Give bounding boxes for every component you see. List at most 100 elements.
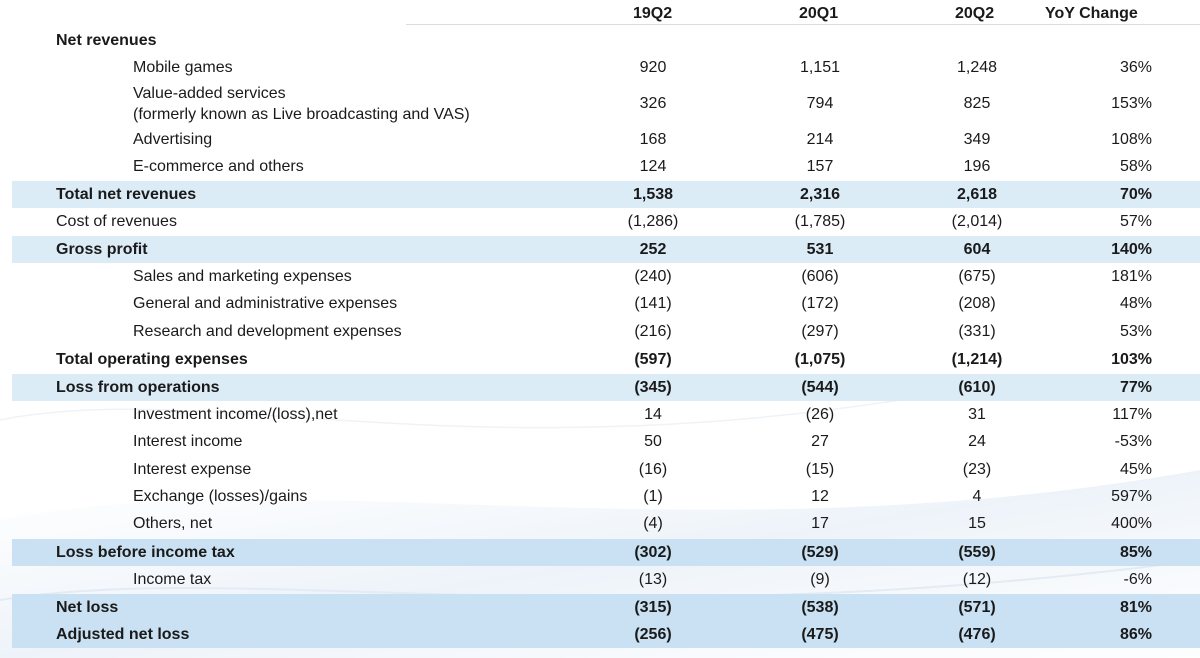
row-label: Advertising bbox=[133, 131, 213, 148]
row-label: Gross profit bbox=[56, 241, 148, 258]
cell-20q2: (1,214) bbox=[951, 351, 1003, 368]
row-label: Income tax bbox=[133, 571, 212, 588]
row-label: Interest income bbox=[133, 433, 243, 450]
cell-19q2: (315) bbox=[634, 599, 672, 616]
row-highlight bbox=[12, 594, 1200, 621]
cell-yoy-change: -53% bbox=[1114, 433, 1152, 450]
cell-19q2: (16) bbox=[638, 461, 668, 478]
row-highlight bbox=[12, 236, 1200, 263]
row-label: Net revenues bbox=[56, 32, 157, 49]
row-label: Loss before income tax bbox=[56, 544, 235, 561]
cell-yoy-change: 400% bbox=[1111, 515, 1152, 532]
cell-20q1: (26) bbox=[805, 406, 835, 423]
cell-19q2: (13) bbox=[638, 571, 668, 588]
cell-yoy-change: 45% bbox=[1119, 461, 1152, 478]
cell-20q2: (571) bbox=[958, 599, 996, 616]
table-row: Investment income/(loss),net 14 (26) 31 117% bbox=[0, 401, 1200, 428]
cell-20q1: 17 bbox=[811, 515, 829, 532]
table-row: Loss from operations (345) (544) (610) 77% bbox=[0, 374, 1200, 401]
row-highlight bbox=[12, 539, 1200, 566]
cell-19q2: 1,538 bbox=[632, 186, 674, 203]
row-label: Interest expense bbox=[133, 461, 252, 478]
table-row: Others, net (4) 17 15 400% bbox=[0, 510, 1200, 537]
row-label: Loss from operations bbox=[56, 379, 220, 396]
cell-yoy-change: 108% bbox=[1111, 131, 1152, 148]
cell-20q2: (559) bbox=[958, 544, 996, 561]
table-row: E-commerce and others 124 157 196 58% bbox=[0, 153, 1200, 180]
cell-19q2: 14 bbox=[644, 406, 662, 423]
cell-20q2: (675) bbox=[958, 268, 996, 285]
cell-yoy-change: 181% bbox=[1111, 268, 1152, 285]
row-label: E-commerce and others bbox=[133, 158, 304, 175]
cell-20q2: (2,014) bbox=[951, 213, 1003, 230]
cell-20q1: (9) bbox=[810, 571, 830, 588]
cell-20q1: (475) bbox=[801, 626, 839, 643]
cell-yoy-change: 57% bbox=[1119, 213, 1152, 230]
cell-yoy-change: 81% bbox=[1119, 599, 1152, 616]
cell-20q1: (297) bbox=[801, 323, 839, 340]
cell-20q2: (23) bbox=[962, 461, 992, 478]
col-header-20q1: 20Q1 bbox=[799, 5, 839, 22]
cell-20q2: 1,248 bbox=[956, 59, 998, 76]
row-highlight bbox=[12, 621, 1200, 648]
cell-20q2: 2,618 bbox=[956, 186, 998, 203]
cell-19q2: 252 bbox=[639, 241, 667, 258]
cell-20q1: 12 bbox=[811, 488, 829, 505]
cell-yoy-change: 86% bbox=[1119, 626, 1152, 643]
cell-19q2: (302) bbox=[634, 544, 672, 561]
cell-20q2: 196 bbox=[963, 158, 991, 175]
cell-20q2: (12) bbox=[962, 571, 992, 588]
cell-yoy-change: 53% bbox=[1119, 323, 1152, 340]
table-row: Mobile games 920 1,151 1,248 36% bbox=[0, 54, 1200, 81]
cell-19q2: (1) bbox=[643, 488, 663, 505]
cell-19q2: (141) bbox=[634, 295, 672, 312]
row-label: Cost of revenues bbox=[56, 213, 177, 230]
cell-19q2: 124 bbox=[639, 158, 667, 175]
cell-19q2: (216) bbox=[634, 323, 672, 340]
table-row: Interest expense (16) (15) (23) 45% bbox=[0, 456, 1200, 483]
row-label: Net loss bbox=[56, 599, 119, 616]
cell-20q1: (1,785) bbox=[794, 213, 846, 230]
cell-20q1: (15) bbox=[805, 461, 835, 478]
row-label: Mobile games bbox=[133, 59, 233, 76]
cell-yoy-change: 77% bbox=[1119, 379, 1152, 396]
cell-yoy-change: 117% bbox=[1112, 406, 1152, 423]
header-rule bbox=[406, 24, 1200, 25]
table-row: Net loss (315) (538) (571) 81% bbox=[0, 594, 1200, 621]
cell-20q1: (1,075) bbox=[794, 351, 846, 368]
cell-19q2: 920 bbox=[639, 59, 667, 76]
table-row: Interest income 50 27 24 -53% bbox=[0, 428, 1200, 455]
cell-20q1: 157 bbox=[806, 158, 834, 175]
cell-19q2: 168 bbox=[639, 131, 667, 148]
cell-19q2: (597) bbox=[634, 351, 672, 368]
cell-yoy-change: -6% bbox=[1123, 571, 1152, 588]
cell-20q2: (476) bbox=[958, 626, 996, 643]
cell-20q1: 1,151 bbox=[799, 59, 841, 76]
cell-20q2: (331) bbox=[958, 323, 996, 340]
cell-19q2: (1,286) bbox=[627, 213, 679, 230]
cell-20q2: (610) bbox=[958, 379, 996, 396]
cell-20q2: 15 bbox=[968, 515, 986, 532]
row-label: Research and development expenses bbox=[133, 323, 402, 340]
row-label: Total operating expenses bbox=[56, 351, 248, 368]
row-label: Total net revenues bbox=[56, 186, 197, 203]
table-row: Exchange (losses)/gains (1) 12 4 597% bbox=[0, 483, 1200, 510]
cell-20q1: 214 bbox=[806, 131, 834, 148]
col-header-yoy-change: YoY Change bbox=[1045, 5, 1138, 22]
cell-20q2: (208) bbox=[958, 295, 996, 312]
cell-yoy-change: 48% bbox=[1119, 295, 1152, 312]
table-row: Value-added services (formerly known as L… bbox=[0, 81, 1200, 126]
row-label: Others, net bbox=[133, 515, 213, 532]
cell-yoy-change: 85% bbox=[1119, 544, 1152, 561]
cell-yoy-change: 58% bbox=[1119, 158, 1152, 175]
table-row: Research and development expenses (216) (2… bbox=[0, 318, 1200, 345]
row-label-line1: Value-added services bbox=[133, 85, 286, 102]
row-label: Value-added services (formerly known as L… bbox=[133, 83, 470, 125]
table-row: General and administrative expenses (141)… bbox=[0, 290, 1200, 317]
cell-20q2: 349 bbox=[963, 131, 991, 148]
cell-20q2: 24 bbox=[968, 433, 986, 450]
cell-20q1: 531 bbox=[806, 241, 834, 258]
cell-20q1: (529) bbox=[801, 544, 839, 561]
cell-20q2: 31 bbox=[968, 406, 986, 423]
row-label: Exchange (losses)/gains bbox=[133, 488, 308, 505]
